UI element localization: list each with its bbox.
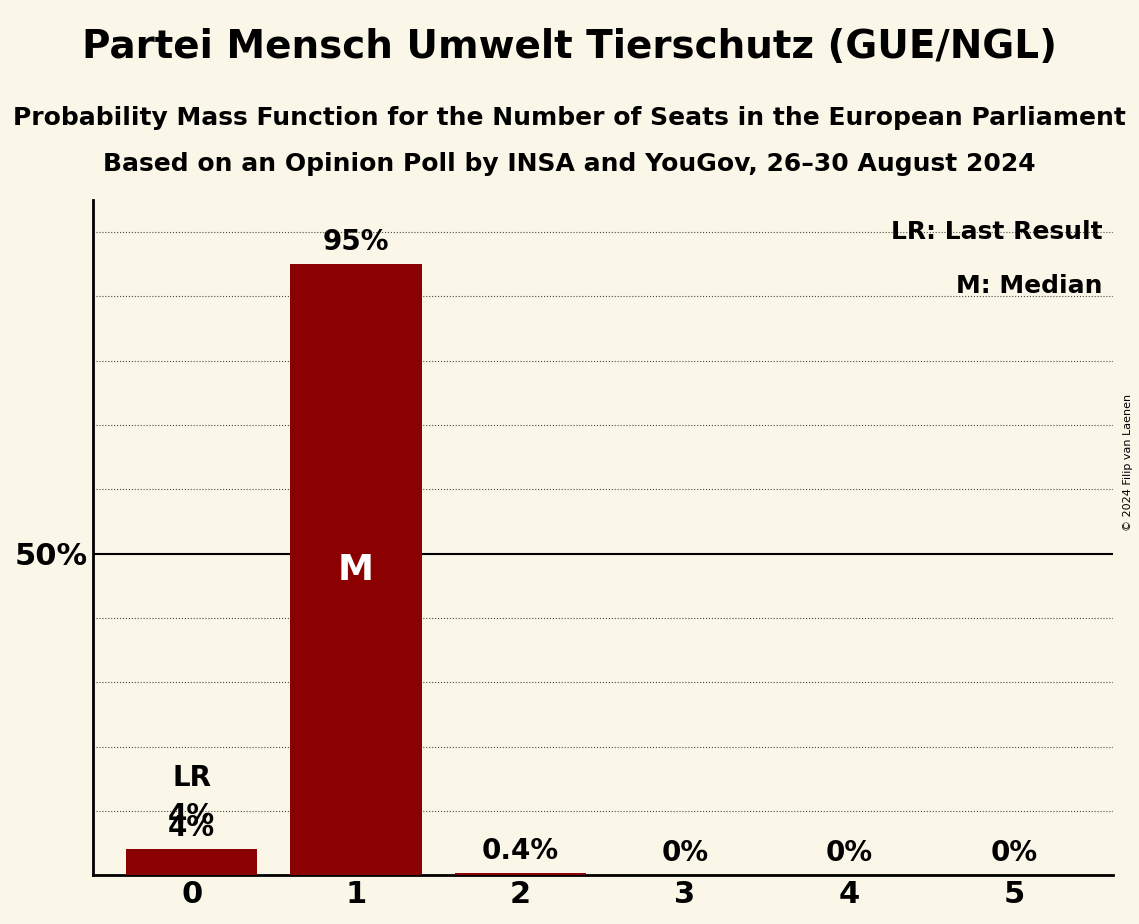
Bar [290,264,421,875]
Text: © 2024 Filip van Laenen: © 2024 Filip van Laenen [1123,394,1133,530]
Text: 0%: 0% [826,839,874,868]
Text: 4%: 4% [169,802,215,830]
Text: LR: LR [172,763,211,792]
Text: 95%: 95% [322,228,390,256]
Text: Based on an Opinion Poll by INSA and YouGov, 26–30 August 2024: Based on an Opinion Poll by INSA and You… [104,152,1035,176]
Text: 0%: 0% [991,839,1038,868]
Bar [126,849,257,875]
Text: Probability Mass Function for the Number of Seats in the European Parliament: Probability Mass Function for the Number… [13,106,1126,130]
Text: 0.4%: 0.4% [482,837,559,865]
Text: 0%: 0% [662,839,708,868]
Text: M: M [338,553,374,587]
Text: Partei Mensch Umwelt Tierschutz (GUE/NGL): Partei Mensch Umwelt Tierschutz (GUE/NGL… [82,28,1057,66]
Text: LR: Last Result: LR: Last Result [891,220,1103,244]
Text: M: Median: M: Median [956,274,1103,298]
Text: 4%: 4% [169,814,215,842]
Bar [454,872,587,875]
